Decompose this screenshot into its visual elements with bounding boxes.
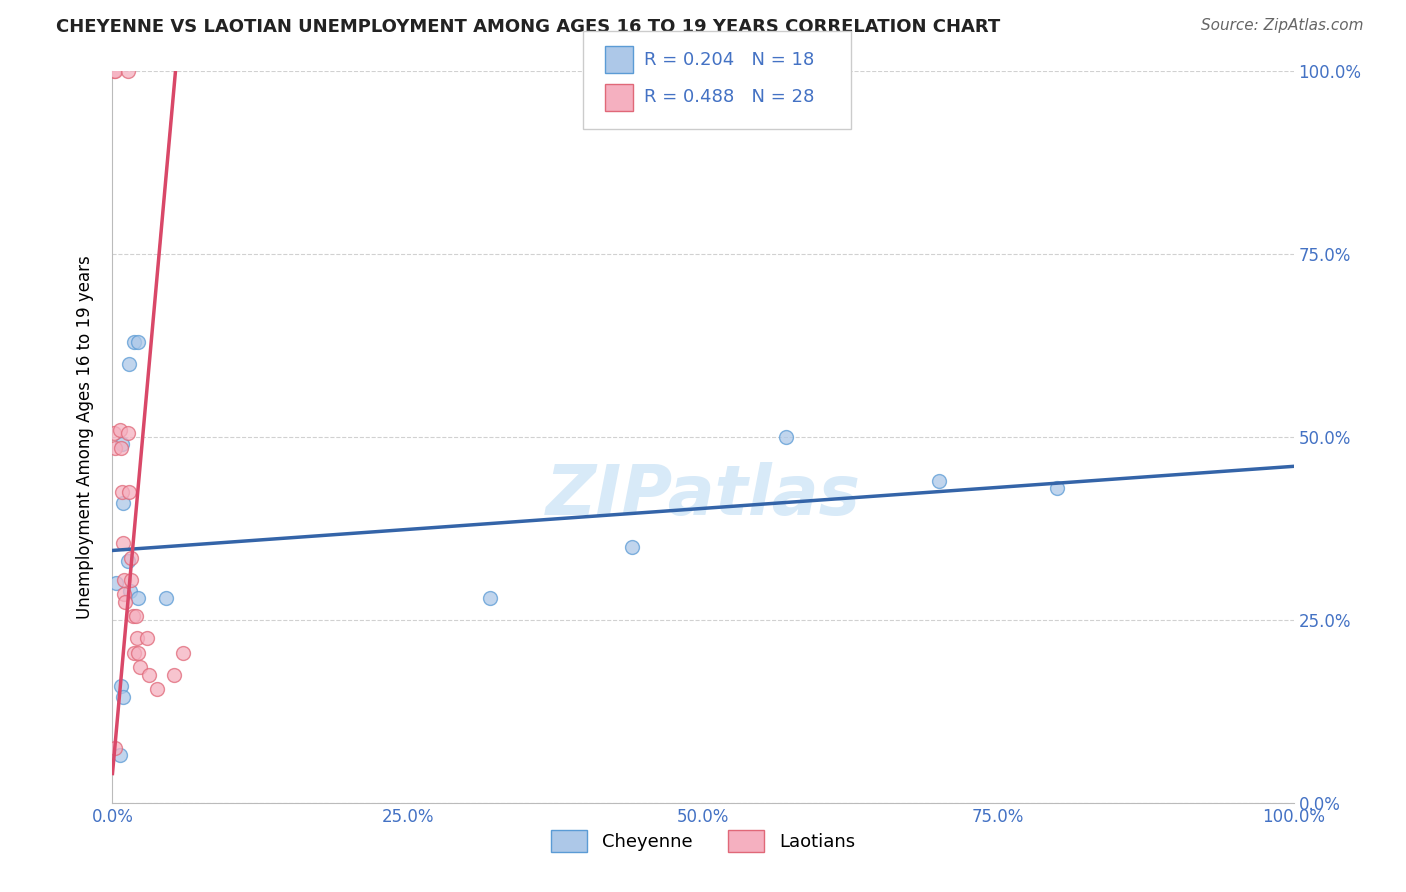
Point [112, 587, 135, 601]
Point [172, 646, 194, 660]
Point [127, 632, 149, 646]
Point [120, 550, 142, 565]
Point [103, 426, 125, 441]
Point [775, 430, 797, 444]
Point [128, 660, 150, 674]
Point [112, 690, 135, 704]
Point [138, 667, 160, 681]
Text: Source: ZipAtlas.com: Source: ZipAtlas.com [1201, 18, 1364, 33]
Text: R = 0.488   N = 28: R = 0.488 N = 28 [644, 88, 814, 106]
Point [110, 441, 132, 455]
Point [118, 485, 141, 500]
Point [928, 474, 950, 488]
Point [112, 573, 135, 587]
Point [105, 576, 128, 591]
Legend: Cheyenne, Laotians: Cheyenne, Laotians [544, 823, 862, 860]
Point [127, 591, 149, 605]
Point [112, 536, 135, 550]
Point [117, 554, 139, 568]
Text: CHEYENNE VS LAOTIAN UNEMPLOYMENT AMONG AGES 16 TO 19 YEARS CORRELATION CHART: CHEYENNE VS LAOTIAN UNEMPLOYMENT AMONG A… [56, 18, 1001, 36]
Point [118, 357, 141, 371]
Point [114, 594, 136, 608]
Point [117, 64, 139, 78]
Point [110, 679, 132, 693]
Y-axis label: Unemployment Among Ages 16 to 19 years: Unemployment Among Ages 16 to 19 years [76, 255, 94, 619]
Point [104, 64, 127, 78]
Point [112, 496, 135, 510]
Point [122, 334, 145, 349]
Point [108, 423, 131, 437]
Point [122, 646, 145, 660]
Point [104, 740, 127, 755]
Point [1046, 481, 1069, 495]
Point [103, 64, 125, 78]
Point [111, 485, 134, 500]
Point [127, 646, 149, 660]
Point [120, 583, 142, 598]
Point [621, 540, 644, 554]
Point [111, 437, 134, 451]
Point [117, 426, 139, 441]
Point [155, 591, 177, 605]
Point [121, 609, 143, 624]
Point [127, 334, 149, 349]
Point [163, 667, 186, 681]
Text: R = 0.204   N = 18: R = 0.204 N = 18 [644, 51, 814, 69]
Point [104, 441, 127, 455]
Point [108, 748, 131, 763]
Point [135, 632, 157, 646]
Point [125, 609, 148, 624]
Point [120, 573, 142, 587]
Point [146, 682, 169, 697]
Text: ZIPatlas: ZIPatlas [546, 462, 860, 529]
Point [479, 591, 502, 605]
